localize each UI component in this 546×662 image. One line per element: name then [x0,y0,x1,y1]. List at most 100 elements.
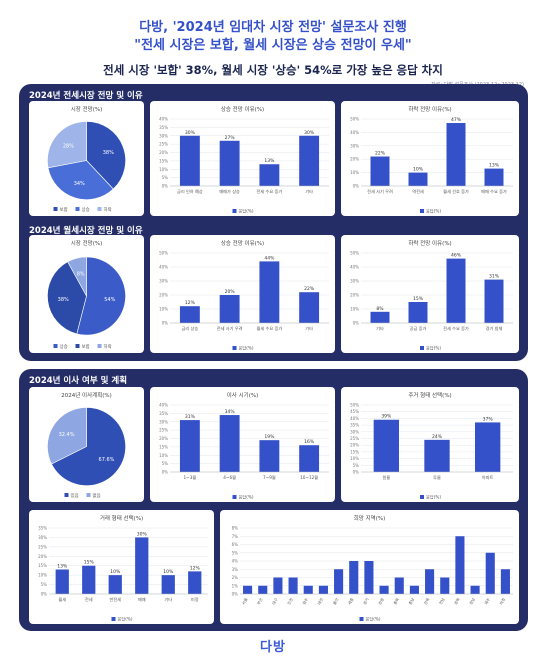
y-tick-label: 10% [159,307,168,312]
data-label: 10% [163,569,174,575]
pie-slice [47,160,114,200]
y-tick-label: 10% [350,456,359,461]
data-label: 15% [84,560,95,566]
x-tick-label: 원룸 [382,474,390,480]
y-tick-label: 0% [353,184,360,189]
data-label: 31% [185,414,196,420]
bar [259,440,280,472]
bar [243,585,253,594]
legend-swatch [53,207,58,211]
y-tick-label: 15% [159,444,168,449]
data-label: 34% [225,409,236,415]
pie-slice [47,261,87,335]
y-tick-label: 40% [159,403,168,408]
y-tick-label: 8% [232,526,239,531]
x-tick-label: 투룸 [433,475,441,481]
y-tick-label: 10% [350,170,359,175]
pie-slice [51,407,126,486]
data-label: 10% [413,167,424,173]
data-label: 30% [304,130,315,136]
bar [259,164,280,186]
chart-title: 시장 전망(%) [71,239,103,247]
chart-title: 거래 형태 선택(%) [100,514,143,522]
bar [108,575,122,594]
x-tick-label: 전세 수요 증가 [256,188,282,195]
bar [446,123,466,186]
bar [425,569,435,594]
y-tick-label: 30% [159,419,168,424]
bar [394,577,404,594]
chart-title: 이사 시기(%) [227,391,259,399]
legend-label: 하락 [104,343,112,350]
bar [409,585,419,594]
data-label: 13% [489,163,500,169]
chart-title: 하락 전망 이유(%) [408,105,451,113]
chart-title: 2024년 이사계획(%) [61,391,112,399]
bar [484,168,504,186]
y-tick-label: 45% [350,409,359,414]
x-tick-label: 전세 사기 우려 [367,188,393,195]
y-tick-label: 5% [353,463,360,468]
chart-title: 주거 형태 선택(%) [408,391,451,399]
bar [408,172,428,186]
y-tick-label: 0% [162,470,169,475]
move-timing-chart: 이사 시기(%) 40% 35% 30% 25% 20% 15% 10% 5% 0% 31% 1~3월… [159,391,329,500]
y-tick-label: 20% [159,293,168,298]
legend-swatch [232,346,237,350]
jeonse-section: 2024년 전세시장 전망 및 이유 2024년 월세시장 전망 및 이유 시장… [19,84,528,361]
x-tick-label: 기타 [376,325,384,332]
y-tick-label: 40% [159,117,168,122]
bar [161,575,175,594]
y-tick-label: 0% [353,470,360,475]
subheadline: "전세 시장은 보합, 월세 시장은 상승 전망이 우세" [134,38,412,53]
y-tick-label: 10% [159,167,168,172]
x-tick-label: 전세 수요 증가 [443,325,469,332]
legend-swatch [97,207,102,211]
data-label: 8% [376,306,384,312]
x-tick-label: 인천 [286,597,294,606]
data-label: 46% [451,253,462,259]
data-label: 37% [483,416,494,422]
y-tick-label: 40% [159,265,168,270]
data-label: 22% [375,151,386,157]
legend-label: 상승 [60,343,68,350]
y-tick-label: 15% [159,158,168,163]
data-label: 10% [110,569,121,575]
data-label: 24% [432,434,443,440]
x-tick-label: 미정 [498,597,506,606]
y-tick-label: 25% [159,428,168,433]
x-tick-label: 금리 인하 예상 [177,188,203,195]
region-chart: 희망 지역(%) 8% 7% 6% 5% 4% 3% 2% 1% 0%서울 부산 대구 인천 광주 대전 울산… [232,514,513,622]
bar [440,577,450,594]
x-tick-label: 경남 [468,597,476,606]
bar [55,569,69,594]
bar [334,569,344,594]
headline: 다방, '2024년 임대차 시장 전망' 설문조사 진행 [139,20,407,35]
x-tick-label: 미정 [191,596,199,603]
x-tick-label: 대구 [271,597,279,606]
x-tick-label: 강원 [377,597,385,606]
wolse-section-title: 2024년 월세시장 전망 및 이유 [29,226,143,236]
slice-label: 28% [63,144,74,150]
x-tick-label: 7~9월 [263,474,276,481]
bar [82,565,96,594]
bar [446,258,466,323]
data-label: 12% [185,300,196,306]
bar [299,292,320,323]
move-section-title: 2024년 이사 여부 및 계획 [29,376,128,386]
data-label: 44% [264,255,275,261]
y-tick-label: 35% [38,526,47,531]
bar [273,577,283,594]
x-tick-label: 전세 [85,596,93,603]
y-tick-label: 5% [162,175,169,180]
x-tick-label: 반전세 [109,596,121,603]
legend-swatch [75,207,80,211]
bar [455,536,465,594]
bar [259,261,280,323]
y-tick-label: 20% [159,150,168,155]
jeonse-outlook-pie: 시장 전망(%) 38% 34% 28% 보합 상승 하락 [47,105,126,213]
legend-label: 있음 [71,492,79,499]
y-tick-label: 0% [162,184,169,189]
legend-label: 응답(%) [239,208,254,214]
dabang-logo: 다방 [260,640,286,655]
